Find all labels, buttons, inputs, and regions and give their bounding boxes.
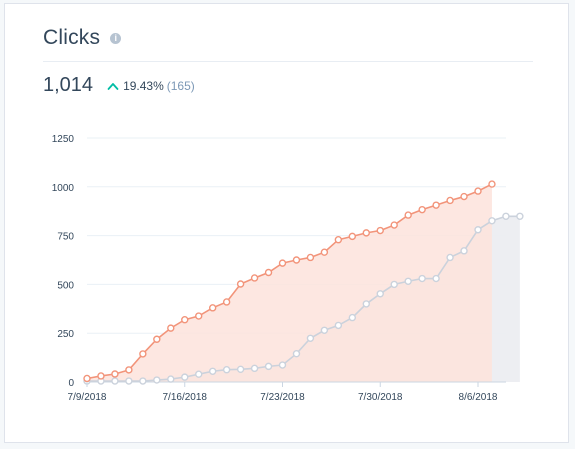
current-series-point [488, 180, 496, 188]
previous-series-point [488, 217, 496, 225]
y-tick-label: 1250 [52, 134, 75, 145]
previous-series-point [125, 377, 133, 385]
change-count: (165) [166, 79, 195, 93]
current-series-point [278, 259, 287, 267]
y-tick-label: 250 [57, 329, 74, 340]
current-series-area [87, 184, 492, 382]
previous-series-point [153, 376, 161, 384]
previous-series-point [139, 377, 147, 385]
previous-series-point [222, 366, 231, 374]
current-series-point [474, 187, 482, 195]
current-series-point [111, 370, 119, 378]
x-tick-label: 8/6/2018 [459, 392, 498, 403]
previous-series-point [195, 370, 203, 378]
current-series-point [460, 192, 468, 201]
x-tick-label: 7/9/2018 [68, 392, 107, 403]
current-series-point [97, 372, 105, 380]
current-series-point [236, 280, 245, 288]
previous-series-point [292, 349, 301, 358]
x-tick-label: 7/16/2018 [163, 392, 208, 403]
previous-series-point [167, 375, 175, 383]
current-series-point [250, 274, 259, 282]
change-indicator: 19.43% (165) [107, 79, 195, 93]
current-series-point [320, 248, 329, 256]
previous-series-point [306, 334, 315, 342]
y-tick-label: 500 [57, 280, 74, 291]
current-series-point [181, 316, 189, 324]
previous-series-point [320, 326, 329, 334]
current-series-point [390, 221, 398, 229]
current-series-point [208, 304, 217, 312]
current-series-point [376, 226, 384, 235]
current-series-point [292, 256, 301, 264]
card-title: Clicks [43, 26, 101, 49]
previous-series-point [181, 373, 189, 381]
current-series-point [334, 235, 343, 244]
previous-series-point [446, 253, 454, 262]
info-icon[interactable]: i [110, 32, 122, 44]
previous-series-point [362, 300, 370, 308]
card-header: Clicks i [43, 26, 122, 50]
previous-series-point [111, 377, 119, 385]
previous-series-point [250, 364, 259, 373]
previous-series-point [208, 367, 217, 375]
current-series-point [264, 268, 273, 277]
x-tick-label: 7/23/2018 [260, 392, 305, 403]
current-series-point [306, 253, 315, 262]
current-series-point [362, 229, 370, 237]
total-clicks-value: 1,014 [43, 74, 94, 96]
previous-series-point [474, 226, 482, 234]
y-tick-label: 0 [68, 378, 74, 389]
previous-series-point [404, 277, 412, 285]
previous-series-point [418, 274, 426, 283]
current-series-point [432, 201, 440, 209]
current-series-point [139, 350, 147, 358]
previous-series-point [516, 212, 524, 220]
y-tick-label: 1000 [52, 183, 75, 194]
current-series-point [153, 335, 161, 343]
previous-series-point [460, 247, 468, 255]
current-series-point [404, 211, 412, 219]
current-series-point [167, 324, 175, 332]
x-tick-label: 7/30/2018 [358, 392, 403, 403]
previous-series-point [236, 365, 245, 374]
current-series-point [125, 366, 133, 374]
previous-series-point [334, 321, 343, 330]
current-series-point [222, 298, 231, 306]
previous-series-point [502, 212, 510, 220]
previous-series-point [348, 313, 357, 322]
header-divider [43, 61, 533, 62]
previous-series-point [376, 290, 384, 298]
current-series-point [418, 205, 426, 214]
change-percent: 19.43% [123, 79, 164, 93]
previous-series-point [432, 274, 440, 283]
stat-row: 1,014 19.43% (165) [43, 74, 195, 97]
previous-series-point [264, 362, 273, 371]
y-tick-label: 750 [57, 232, 74, 243]
current-series-point [348, 232, 357, 241]
current-series-point [83, 374, 91, 383]
up-chevron-icon [107, 83, 119, 90]
current-series-point [195, 312, 203, 320]
current-series-point [446, 196, 454, 205]
previous-series-point [278, 361, 287, 369]
previous-series-point [390, 280, 398, 289]
